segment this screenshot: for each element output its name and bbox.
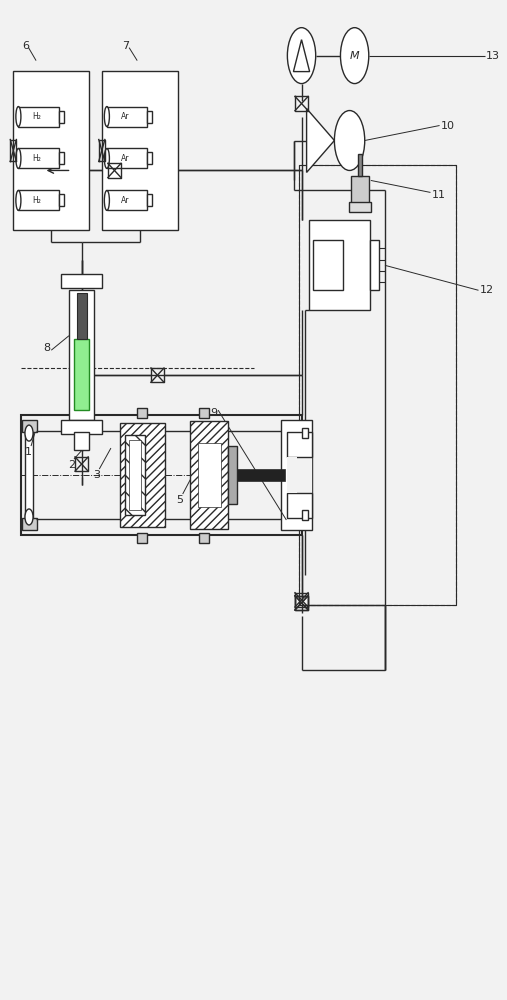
Circle shape bbox=[25, 509, 33, 525]
Bar bbox=[237, 469, 285, 481]
Bar bbox=[129, 440, 141, 510]
Bar bbox=[120, 423, 165, 527]
Bar bbox=[199, 408, 209, 418]
Polygon shape bbox=[294, 40, 310, 72]
Text: 9: 9 bbox=[210, 408, 218, 418]
Bar bbox=[125, 435, 145, 515]
Bar bbox=[107, 107, 148, 127]
Text: 5: 5 bbox=[176, 495, 184, 505]
Bar bbox=[299, 165, 456, 605]
Bar bbox=[287, 432, 312, 457]
Bar bbox=[313, 240, 344, 290]
Bar bbox=[25, 425, 33, 525]
Text: M: M bbox=[350, 51, 359, 61]
Bar bbox=[61, 274, 102, 288]
Text: 7: 7 bbox=[123, 41, 130, 51]
Bar bbox=[18, 190, 59, 210]
Ellipse shape bbox=[16, 148, 21, 168]
Text: 1: 1 bbox=[25, 447, 32, 457]
Text: 11: 11 bbox=[431, 190, 446, 200]
Bar bbox=[21, 415, 302, 535]
Bar bbox=[198, 443, 221, 507]
Bar bbox=[199, 533, 209, 543]
Bar bbox=[137, 533, 148, 543]
Bar bbox=[370, 240, 379, 290]
Circle shape bbox=[287, 28, 316, 84]
Bar bbox=[148, 152, 153, 164]
Text: H₂: H₂ bbox=[32, 112, 41, 121]
Bar bbox=[148, 111, 153, 123]
Bar bbox=[13, 71, 89, 230]
Text: 8: 8 bbox=[43, 343, 50, 353]
Text: H₂: H₂ bbox=[32, 154, 41, 163]
Ellipse shape bbox=[104, 148, 110, 168]
Bar bbox=[18, 148, 59, 168]
Text: 4: 4 bbox=[135, 485, 142, 495]
Bar bbox=[107, 148, 148, 168]
Polygon shape bbox=[307, 109, 335, 172]
Text: H₂: H₂ bbox=[32, 196, 41, 205]
Bar bbox=[74, 432, 89, 450]
Bar bbox=[190, 421, 228, 529]
Bar bbox=[228, 446, 237, 504]
Bar bbox=[302, 510, 308, 520]
Bar bbox=[22, 518, 37, 530]
Bar bbox=[287, 493, 312, 518]
Text: 2: 2 bbox=[68, 460, 75, 470]
Bar bbox=[59, 194, 64, 206]
Text: Ar: Ar bbox=[121, 112, 129, 121]
Bar bbox=[137, 408, 148, 418]
Bar bbox=[348, 202, 371, 212]
Bar bbox=[281, 420, 312, 530]
Text: 6: 6 bbox=[22, 41, 29, 51]
Bar bbox=[22, 420, 37, 432]
Text: 10: 10 bbox=[441, 121, 455, 131]
Ellipse shape bbox=[16, 107, 21, 127]
Bar bbox=[357, 154, 361, 176]
Bar bbox=[18, 107, 59, 127]
Circle shape bbox=[341, 28, 369, 84]
Text: 13: 13 bbox=[486, 51, 500, 61]
Bar bbox=[302, 428, 308, 438]
Bar bbox=[61, 420, 102, 434]
Bar bbox=[148, 194, 153, 206]
Bar bbox=[69, 290, 94, 420]
Bar bbox=[59, 152, 64, 164]
Bar bbox=[102, 71, 177, 230]
Text: 3: 3 bbox=[93, 470, 100, 480]
Text: Ar: Ar bbox=[121, 154, 129, 163]
Bar bbox=[350, 176, 369, 204]
Circle shape bbox=[335, 111, 365, 170]
Bar bbox=[299, 165, 456, 605]
Bar bbox=[59, 111, 64, 123]
Ellipse shape bbox=[104, 107, 110, 127]
Bar bbox=[287, 432, 312, 518]
Text: Ar: Ar bbox=[121, 196, 129, 205]
Bar bbox=[107, 190, 148, 210]
Circle shape bbox=[25, 425, 33, 441]
Bar bbox=[74, 339, 89, 410]
Bar bbox=[309, 220, 370, 310]
Ellipse shape bbox=[104, 190, 110, 210]
Bar bbox=[287, 457, 298, 493]
Ellipse shape bbox=[16, 190, 21, 210]
Text: 12: 12 bbox=[480, 285, 494, 295]
Bar bbox=[77, 293, 87, 339]
